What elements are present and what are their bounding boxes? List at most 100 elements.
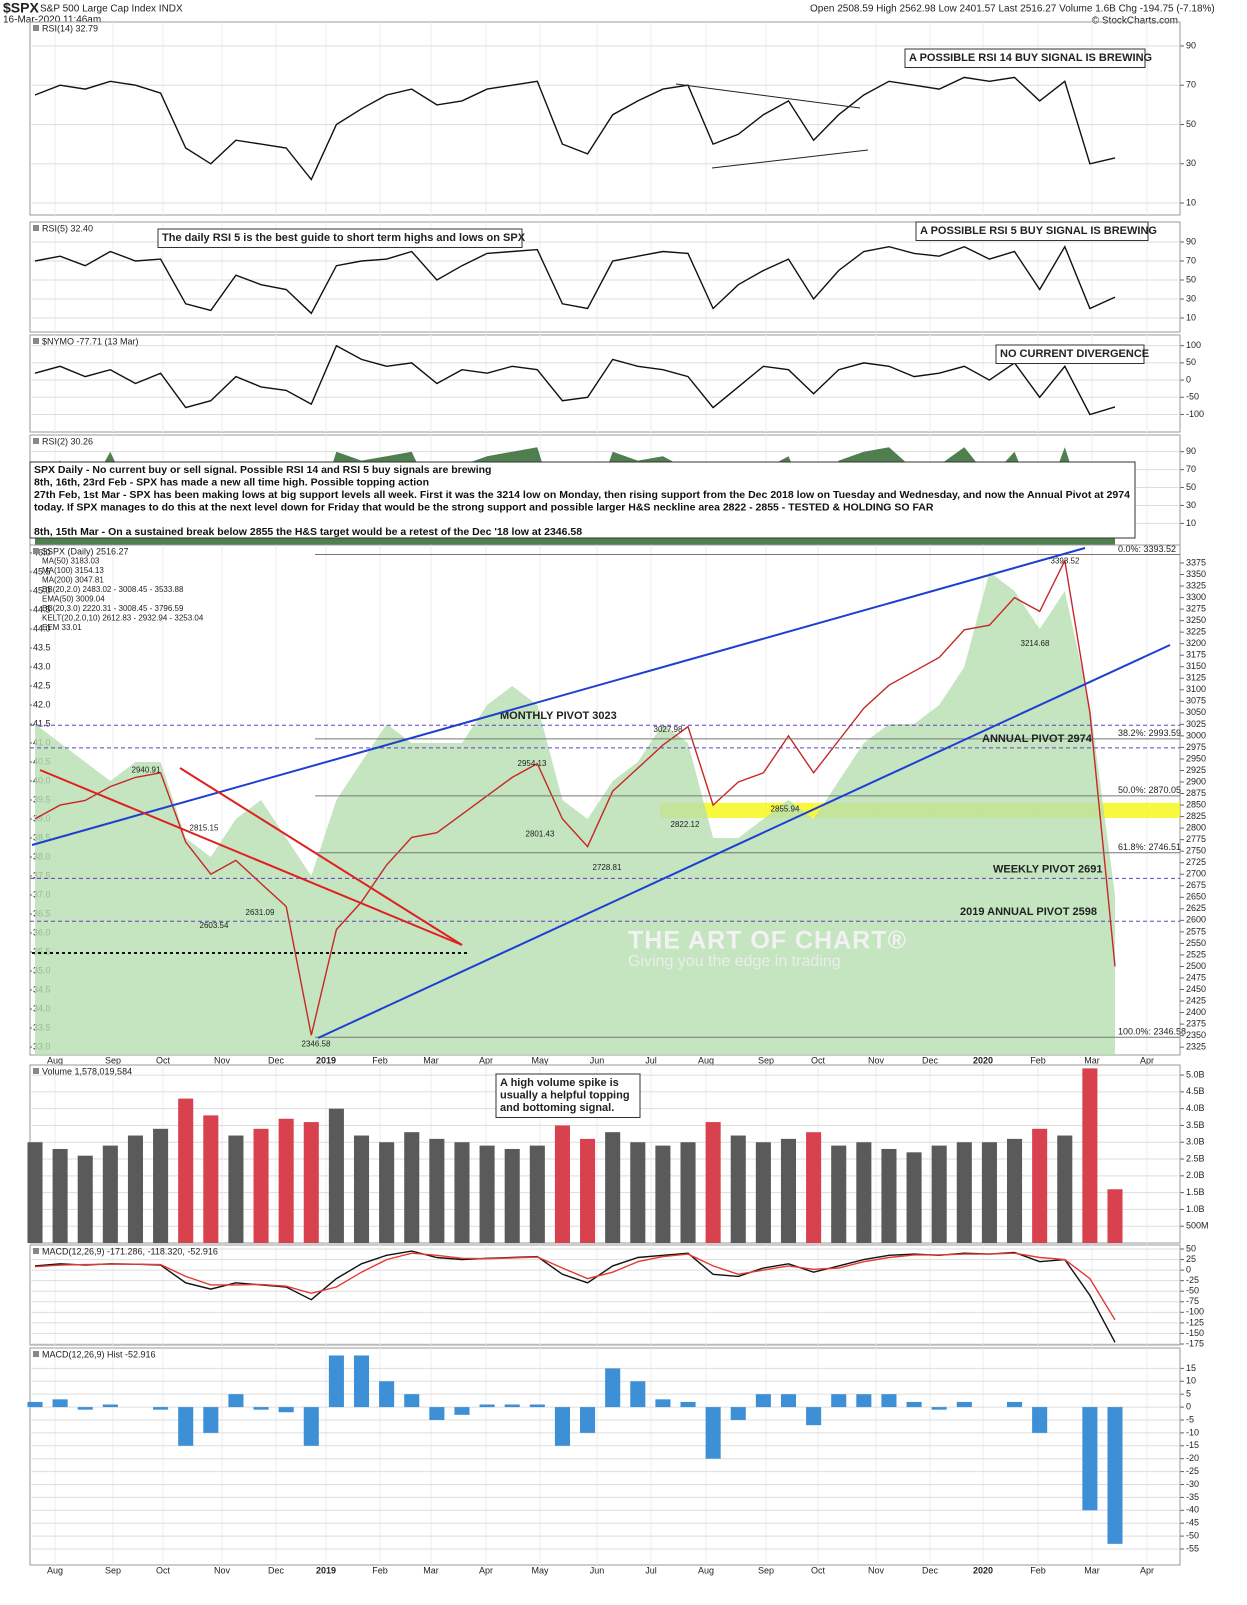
x-tick-label: Oct	[156, 1565, 171, 1575]
price-label: 2631.09	[246, 908, 275, 917]
y-tick-label: 4.5B	[1186, 1086, 1205, 1096]
line	[34, 344, 1116, 416]
x-tick-label: Oct	[811, 1055, 826, 1065]
y-tick-label: 10	[1186, 312, 1196, 322]
bar	[630, 1142, 646, 1243]
bar	[956, 1142, 972, 1243]
panel-frame	[29, 1347, 1181, 1566]
panel-title: RSI(5) 32.40	[42, 223, 93, 233]
panel-title: $NYMO -77.71 (13 Mar)	[42, 336, 139, 346]
y-tick-label: 50	[1186, 274, 1196, 284]
y-tick-label: 2475	[1186, 972, 1206, 982]
bar	[554, 1125, 570, 1243]
bar	[454, 1142, 470, 1243]
y-tick-label: 3375	[1186, 557, 1206, 567]
x-tick-label: Mar	[1084, 1565, 1100, 1575]
callout-text: usually a helpful topping	[500, 1089, 630, 1101]
bar	[504, 1404, 520, 1408]
x-tick-label: Dec	[268, 1565, 285, 1575]
bar	[1107, 1189, 1123, 1243]
bar	[429, 1138, 445, 1243]
bar	[755, 1142, 771, 1243]
instrument-name: S&P 500 Large Cap Index INDX	[40, 4, 183, 15]
y-tick-label: 3.0B	[1186, 1137, 1205, 1147]
date: 16-Mar-2020 11:46am	[3, 15, 101, 26]
x-tick-label: Aug	[698, 1565, 714, 1575]
callout-text: and bottoming signal.	[500, 1102, 614, 1114]
y-tick-label: 5.0B	[1186, 1069, 1205, 1079]
y-tick-label: 3125	[1186, 673, 1206, 683]
bar	[981, 1142, 997, 1243]
y-tick-label: 2.0B	[1186, 1170, 1205, 1180]
price-label: 3027.98	[654, 725, 683, 734]
y-tick-label: 2525	[1186, 949, 1206, 959]
bar	[27, 1142, 43, 1243]
x-tick-label: Sep	[105, 1565, 121, 1575]
bar	[806, 1407, 822, 1426]
bar	[127, 1135, 143, 1243]
callout-box	[904, 48, 1146, 68]
panel-title: RSI(2) 30.26	[42, 436, 93, 446]
bar	[630, 1381, 646, 1408]
panel-frame	[29, 21, 1181, 216]
y-tick-label: 3350	[1186, 569, 1206, 579]
pivot-label: WEEKLY PIVOT 2691	[993, 863, 1102, 875]
bar	[278, 1407, 294, 1413]
legend-entry: MA(50) 3183.03	[42, 557, 100, 566]
bar	[353, 1355, 370, 1408]
bar	[479, 1145, 495, 1243]
x-tick-label: Apr	[479, 1565, 493, 1575]
callout-text: NO CURRENT DIVERGENCE	[1000, 348, 1149, 360]
trendline	[711, 149, 869, 169]
price-label: 2940.91	[132, 765, 161, 774]
x-tick-label: Nov	[214, 1565, 231, 1575]
y-tick-label: -45	[1186, 1518, 1199, 1528]
y-tick-label: 2575	[1186, 926, 1206, 936]
bar	[529, 1404, 545, 1408]
callout-box	[495, 1073, 641, 1118]
y-tick-label: 2600	[1186, 915, 1206, 925]
area	[35, 572, 1115, 1055]
x-tick-label: Nov	[868, 1565, 885, 1575]
x-tick-label: 2019	[316, 1055, 336, 1065]
bar	[680, 1142, 696, 1243]
bar	[655, 1399, 671, 1408]
y-tick-label: 2900	[1186, 776, 1206, 786]
y-tick-label: 3250	[1186, 615, 1206, 625]
y2-tick-label: 45.0	[33, 585, 51, 595]
bar	[203, 1407, 219, 1433]
y-tick-label: 10	[1186, 518, 1196, 528]
y-tick-label: 3075	[1186, 696, 1206, 706]
panel-title: $SPX (Daily) 2516.27	[42, 546, 129, 556]
legend-entry: MA(100) 3154.13	[42, 566, 104, 575]
y-tick-label: -40	[1186, 1505, 1199, 1515]
bar	[479, 1404, 495, 1408]
y-tick-label: 3025	[1186, 719, 1206, 729]
y-tick-label: 10	[1186, 1376, 1196, 1386]
title-icon	[33, 25, 39, 31]
x-tick-label: Mar	[1084, 1055, 1100, 1065]
bar	[806, 1132, 822, 1243]
x-tick-label: Mar	[423, 1565, 439, 1575]
y-tick-label: 10	[1186, 197, 1196, 207]
callout-text: A POSSIBLE RSI 14 BUY SIGNAL IS BREWING	[909, 52, 1152, 64]
x-tick-label: Sep	[758, 1565, 774, 1575]
x-tick-label: Nov	[214, 1055, 231, 1065]
title-icon	[33, 1351, 39, 1357]
bar	[755, 1394, 771, 1408]
x-tick-label: Feb	[1030, 1565, 1046, 1575]
y-tick-label: 3300	[1186, 592, 1206, 602]
price-label: 2815.15	[190, 823, 219, 832]
title-icon	[33, 1248, 39, 1254]
y-tick-label: 50	[1186, 482, 1196, 492]
y-tick-label: 3000	[1186, 730, 1206, 740]
bar	[253, 1407, 269, 1410]
callout-box	[915, 221, 1149, 241]
x-tick-label: Feb	[372, 1055, 388, 1065]
comment: SPX Daily - No current buy or sell signa…	[34, 464, 491, 476]
y-tick-label: 5	[1186, 1389, 1191, 1399]
y-tick-label: 50	[1186, 119, 1196, 129]
y-tick-label: 3275	[1186, 603, 1206, 613]
price-label: 2954.13	[518, 759, 547, 768]
